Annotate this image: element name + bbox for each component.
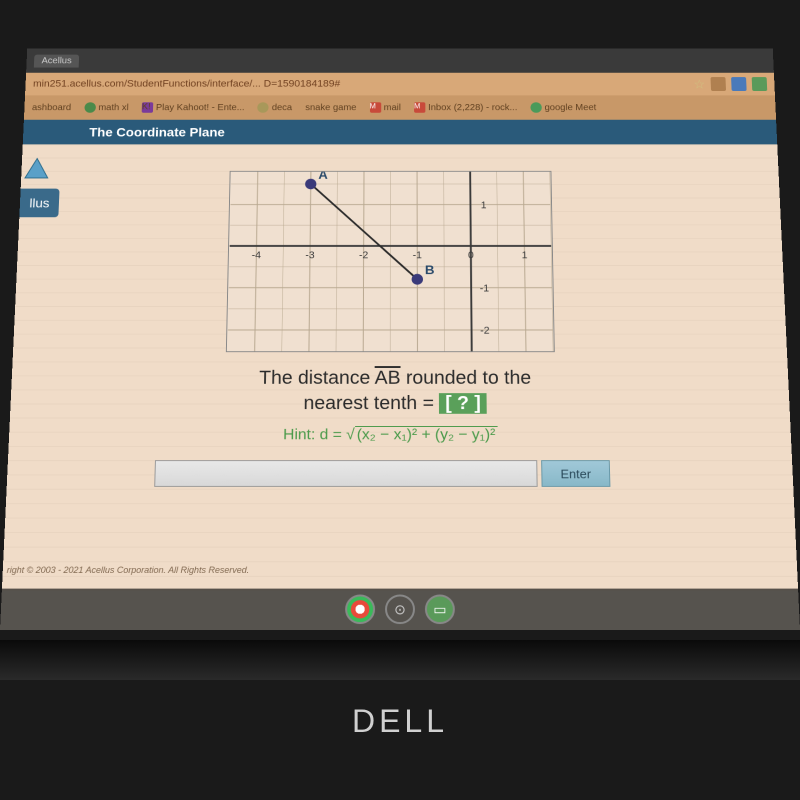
svg-text:-2: -2 [480, 326, 490, 337]
svg-text:1: 1 [522, 251, 528, 261]
svg-text:B: B [425, 263, 435, 277]
svg-text:-2: -2 [359, 251, 368, 261]
answer-row: Enter [154, 460, 610, 487]
question-text: The distance AB rounded to the nearest t… [151, 366, 639, 417]
svg-text:-3: -3 [305, 251, 315, 261]
coordinate-chart: -4 -3 -2 -1 0 1 -2 -1 1 A B [226, 171, 555, 352]
svg-text:-1: -1 [413, 251, 422, 261]
bookmark-kahoot[interactable]: K!Play Kahoot! - Ente... [142, 102, 245, 112]
hint-text: Hint: d = √(x₂ − x₁)² + (y₂ − y₁)² [185, 427, 596, 444]
answer-input[interactable] [154, 460, 537, 487]
page-title: The Coordinate Plane [23, 120, 777, 145]
taskbar: ⊙ ▭ [0, 589, 800, 630]
tab-strip: Acellus [34, 54, 80, 67]
bookmark-mathxl[interactable]: math xl [84, 102, 129, 112]
svg-text:1: 1 [481, 201, 487, 211]
laptop-bezel [0, 640, 800, 680]
extension-icon[interactable] [731, 77, 747, 91]
sidebar-tab[interactable]: llus [19, 189, 59, 218]
bookmark-mail[interactable]: Mmail [370, 102, 401, 112]
page-body: llus -4 -3 -2 -1 0 1 -2 -1 1 A B The distance AB r… [2, 144, 798, 590]
extension-icon[interactable] [752, 77, 768, 91]
enter-button[interactable]: Enter [541, 460, 610, 487]
copyright-text: right © 2003 - 2021 Acellus Corporation.… [2, 561, 253, 579]
svg-text:-1: -1 [480, 284, 490, 294]
url-text: min251.acellus.com/StudentFunctions/inte… [33, 79, 688, 89]
bookmark-snake[interactable]: snake game [305, 103, 356, 113]
bookmark-dashboard[interactable]: ashboard [32, 103, 72, 113]
app-icon[interactable]: ⊙ [385, 594, 415, 624]
svg-text:A: A [318, 172, 328, 182]
answer-blank: [ ? ] [439, 393, 487, 414]
tab-strip-bar: Acellus [26, 49, 774, 73]
content-area: The Coordinate Plane llus -4 -3 -2 -1 0 1 -2 -1… [0, 120, 800, 630]
screen: Acellus min251.acellus.com/StudentFuncti… [0, 49, 800, 630]
browser-tab[interactable]: Acellus [34, 54, 80, 67]
bookmarks-bar: ashboard math xl K!Play Kahoot! - Ente..… [24, 95, 776, 119]
bookmark-star-icon[interactable]: ☆ [693, 77, 705, 92]
chart-svg: -4 -3 -2 -1 0 1 -2 -1 1 A B [227, 172, 554, 351]
laptop-brand: DELL [0, 703, 800, 740]
bookmark-deca[interactable]: deca [258, 102, 293, 112]
svg-text:-4: -4 [252, 251, 262, 261]
svg-text:0: 0 [468, 251, 474, 261]
extension-icon[interactable] [711, 77, 727, 91]
course-badge-icon [21, 153, 53, 181]
bookmark-inbox[interactable]: MInbox (2,228) - rock... [414, 102, 517, 112]
files-icon[interactable]: ▭ [425, 594, 455, 624]
chrome-icon[interactable] [345, 594, 375, 624]
bookmark-meet[interactable]: google Meet [530, 102, 596, 112]
url-bar: min251.acellus.com/StudentFunctions/inte… [25, 73, 775, 96]
